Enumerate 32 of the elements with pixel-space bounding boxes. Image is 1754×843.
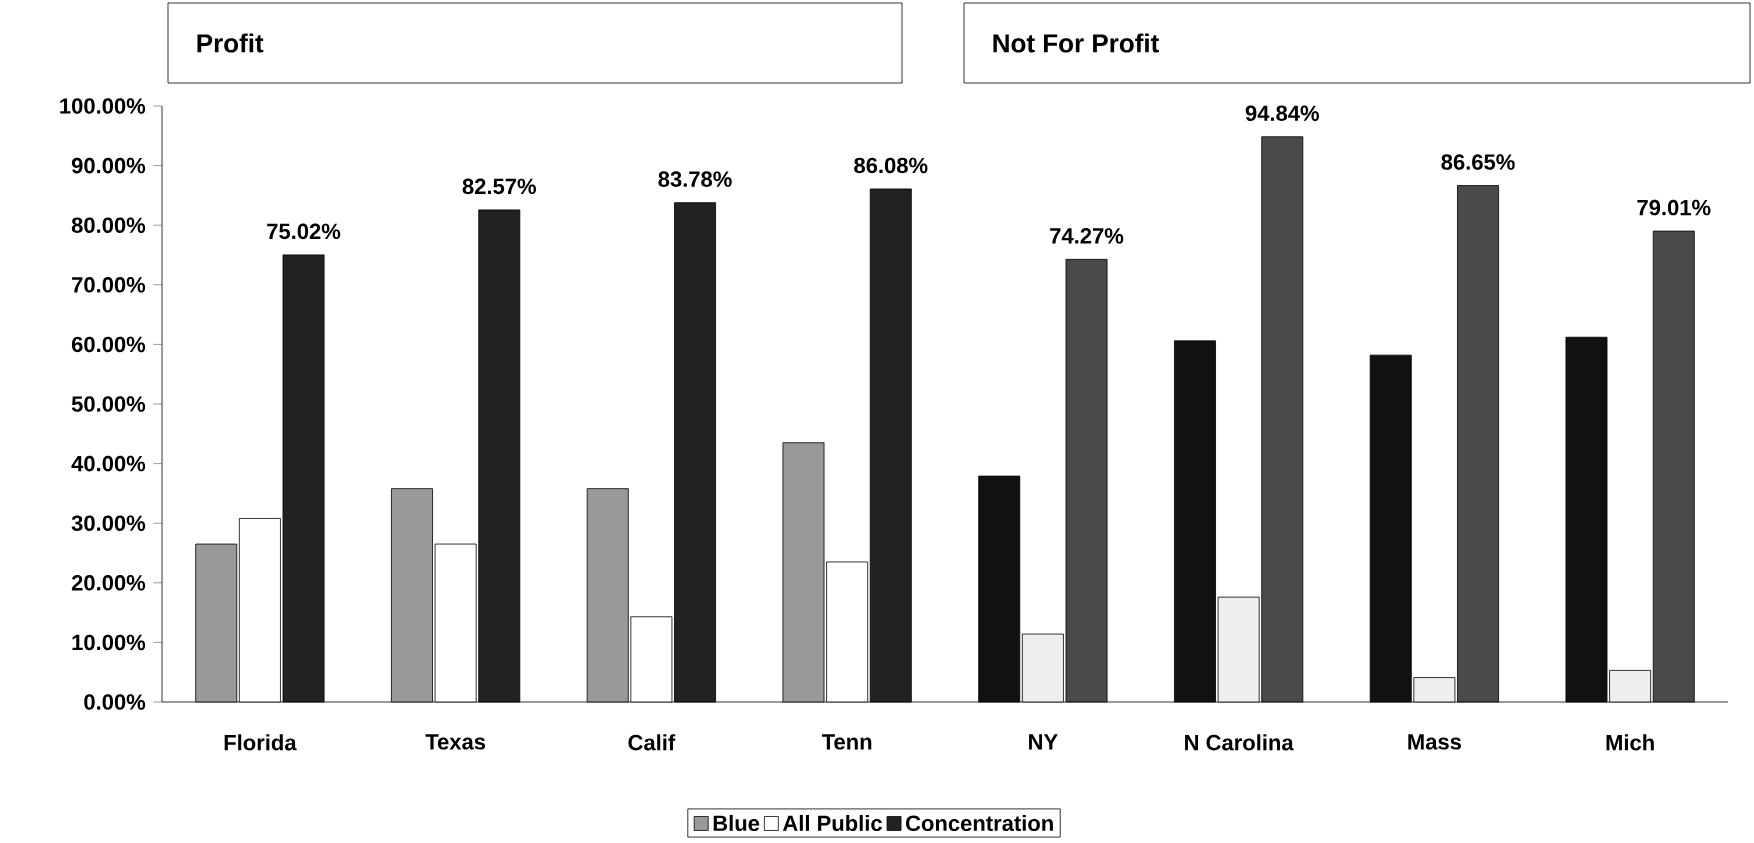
data-label: 75.02% bbox=[267, 223, 341, 240]
x-tick-label: Calif bbox=[628, 734, 676, 751]
y-tick-label: 80.00% bbox=[71, 217, 146, 233]
y-tick-label: 10.00% bbox=[72, 634, 146, 651]
y-tick-label: 50.00% bbox=[71, 396, 146, 412]
y-tick-label: 20.00% bbox=[71, 575, 146, 591]
x-tick-label: NY bbox=[1029, 734, 1058, 750]
data-label: 82.57% bbox=[462, 178, 536, 195]
data-label: 74.27% bbox=[1050, 228, 1124, 244]
x-tick-label: Tenn bbox=[821, 734, 872, 750]
x-tick-label: Mass bbox=[1408, 734, 1461, 750]
data-label: 86.65% bbox=[1441, 154, 1515, 170]
legend-label: Blue bbox=[713, 814, 760, 832]
y-tick-label: 60.00% bbox=[71, 336, 146, 353]
text: Profit bbox=[197, 33, 264, 53]
y-tick-label: 40.00% bbox=[71, 455, 146, 472]
x-tick-label: N Carolina bbox=[1185, 734, 1294, 751]
x-tick-label: Florida bbox=[224, 734, 297, 751]
data-label: 86.08% bbox=[854, 157, 928, 174]
data-label: 94.84% bbox=[1245, 105, 1319, 122]
y-tick-label: 90.00% bbox=[71, 157, 146, 174]
data-label: 79.01% bbox=[1637, 199, 1711, 216]
text: Not For Profit bbox=[993, 33, 1159, 53]
y-tick-label: 0.00% bbox=[84, 694, 146, 710]
y-tick-label: 100.00% bbox=[60, 98, 146, 114]
legend-label: Concentration bbox=[906, 814, 1053, 832]
data-label: 83.78% bbox=[658, 171, 732, 187]
y-tick-label: 30.00% bbox=[71, 515, 146, 532]
x-tick-label: Texas bbox=[425, 734, 486, 750]
legend-label: All Public bbox=[782, 814, 882, 832]
x-tick-label: Mich bbox=[1606, 734, 1654, 751]
y-tick-label: 70.00% bbox=[72, 277, 146, 293]
